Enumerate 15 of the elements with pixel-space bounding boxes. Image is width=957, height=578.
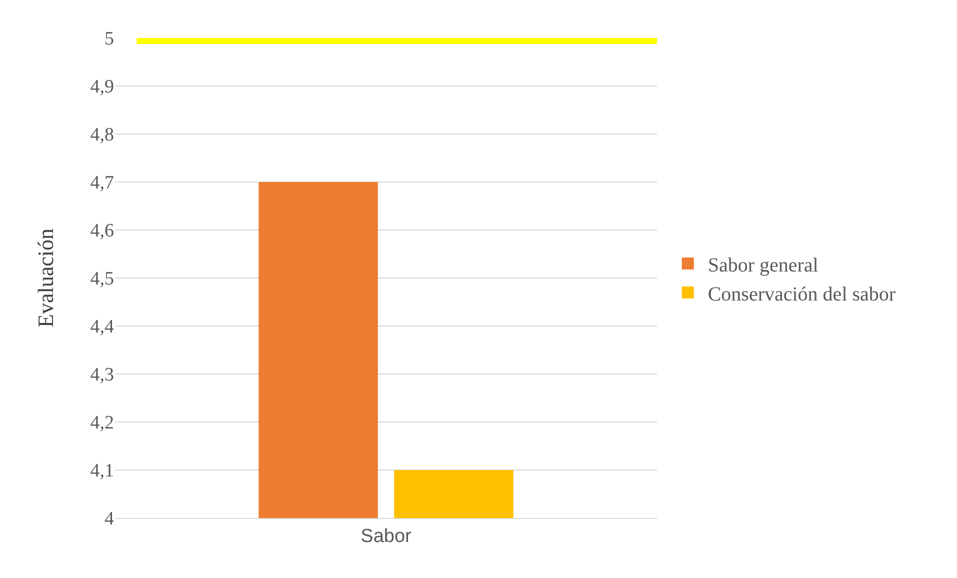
y-tick-label: 4,6 [90, 220, 114, 242]
y-tick-label: 4,8 [90, 124, 114, 146]
y-tick-label: 4 [104, 508, 114, 530]
legend-label: Conservación del sabor [708, 283, 896, 306]
y-tick-label: 4,5 [90, 268, 114, 290]
y-tick-label: 4,9 [90, 76, 114, 98]
y-tick-label: 4,3 [90, 364, 114, 386]
x-tick-label: Sabor [360, 526, 412, 547]
y-tick-label: 4,2 [90, 412, 114, 434]
y-axis-title: Evaluación [33, 228, 58, 328]
y-tick-label: 4,7 [90, 172, 114, 194]
y-tick-label: 4,4 [90, 316, 114, 338]
y-tick-label: 4,1 [90, 460, 114, 482]
y-tick-label: 5 [104, 28, 114, 50]
legend-label: Sabor general [708, 254, 819, 276]
